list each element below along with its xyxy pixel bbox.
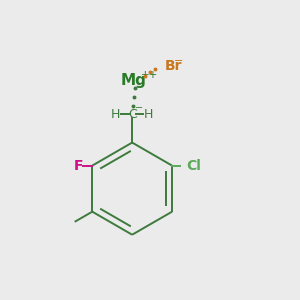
Text: −: − [173, 56, 183, 66]
Text: H: H [144, 108, 153, 121]
Text: Mg: Mg [121, 73, 147, 88]
Text: C: C [128, 108, 136, 121]
Text: Cl: Cl [186, 159, 201, 172]
Text: ++: ++ [140, 70, 158, 80]
Text: −: − [135, 103, 143, 113]
Text: H: H [111, 108, 121, 121]
Text: F: F [73, 159, 83, 172]
Text: Br: Br [165, 59, 182, 73]
